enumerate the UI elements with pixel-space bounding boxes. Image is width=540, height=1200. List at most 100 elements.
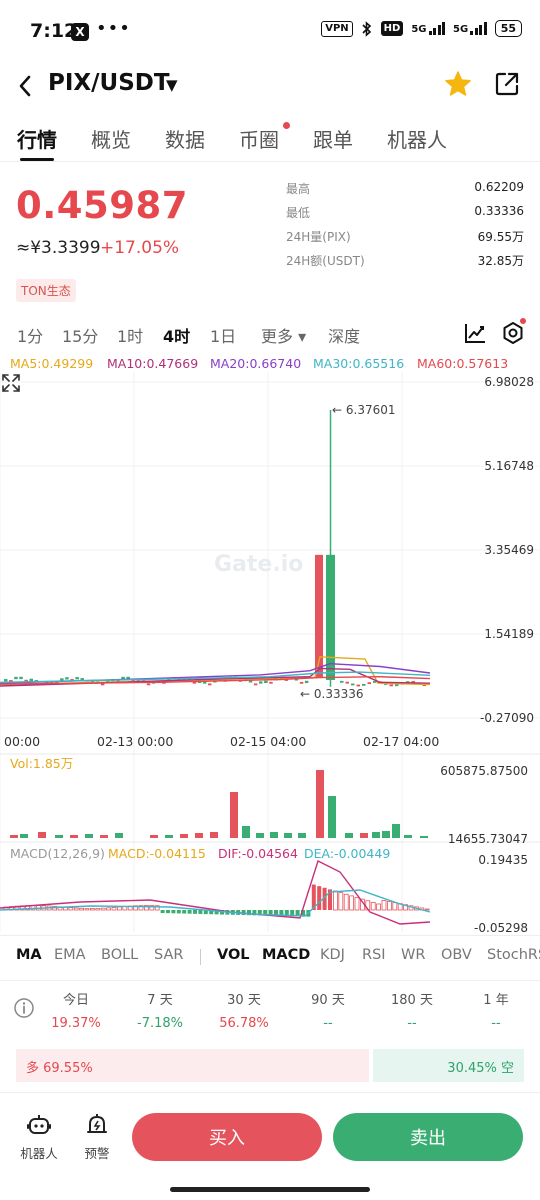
- indicator-boll[interactable]: BOLL: [101, 947, 139, 963]
- favorite-star-icon[interactable]: [444, 70, 472, 98]
- macd-histogram-bar: [198, 910, 203, 914]
- stat-value: 0.62209: [474, 180, 524, 194]
- price-chart[interactable]: 6.98028 5.16748 3.35469 1.54189 -0.27090 00:0…: [0, 372, 540, 932]
- indicator-ma[interactable]: MA: [16, 947, 42, 963]
- indicator-sar[interactable]: SAR: [154, 947, 184, 963]
- timeframe-4h[interactable]: 4时: [163, 327, 191, 346]
- alert-button[interactable]: 预警: [72, 1113, 122, 1162]
- more-notifications-icon: •••: [96, 18, 131, 39]
- indicator-chart-icon[interactable]: [462, 320, 488, 346]
- buy-button[interactable]: 买入: [132, 1113, 322, 1161]
- candle: [121, 676, 125, 680]
- depth-tab[interactable]: 深度: [328, 327, 361, 346]
- candle: [411, 681, 415, 683]
- macd-tick-label: 0.19435: [478, 853, 528, 867]
- stat-label: 最高: [286, 182, 311, 196]
- indicator-macd[interactable]: MACD: [262, 947, 311, 963]
- stat-value: 69.55万: [477, 230, 524, 244]
- robot-button[interactable]: 机器人: [14, 1113, 64, 1162]
- bottom-action-bar: 机器人 预警 买入 卖出: [0, 1092, 540, 1200]
- volume-bar: [328, 796, 336, 838]
- timeframe-1m[interactable]: 1分: [17, 327, 44, 346]
- hd-voice-icon: HD: [380, 21, 404, 36]
- info-icon[interactable]: [13, 997, 35, 1019]
- timeframe-bar: 1分 15分 1时 4时 1日 更多 ▾ 深度: [0, 318, 540, 350]
- volume-bar: [70, 835, 78, 838]
- indicator-vol[interactable]: VOL: [217, 947, 250, 963]
- candle: [367, 682, 371, 685]
- volume-bar: [180, 834, 188, 838]
- macd-histogram-bar: [68, 907, 74, 911]
- short-ratio-label: 30.45% 空: [447, 1061, 514, 1076]
- tab-market[interactable]: 行情: [17, 128, 57, 152]
- tab-robot[interactable]: 机器人: [387, 128, 447, 152]
- tab-community[interactable]: 币圈: [239, 128, 279, 152]
- macd-histogram-bar: [166, 910, 170, 914]
- candle: [351, 683, 355, 686]
- timeframe-1d[interactable]: 1日: [210, 327, 237, 346]
- indicator-ema[interactable]: EMA: [54, 947, 86, 963]
- long-short-ratio-bar: 多 69.55% 30.45% 空: [16, 1049, 524, 1082]
- macd-histogram-bar: [138, 905, 144, 911]
- tab-copy-trade[interactable]: 跟单: [313, 128, 353, 152]
- macd-legend-label: DEA:-0.00449: [304, 846, 390, 861]
- alert-bell-icon: [87, 1114, 107, 1133]
- timeframe-15m[interactable]: 15分: [62, 327, 99, 346]
- indicator-wr[interactable]: WR: [401, 947, 426, 963]
- volume-bar: [230, 792, 238, 838]
- date-tick-label: 02-13 00:00: [97, 734, 173, 749]
- volume-bar: [195, 833, 203, 838]
- tab-data[interactable]: 数据: [165, 128, 205, 152]
- volume-bar: [256, 833, 264, 838]
- ma60-label: MA60:0.57613: [417, 356, 509, 371]
- date-tick-label: 02-17 04:00: [363, 734, 439, 749]
- min-price-annotation: ← 0.33336: [300, 687, 364, 701]
- indicator-bar: MA EMA BOLL SAR VOL MACD KDJ RSI WR OBV …: [0, 935, 540, 973]
- sell-button[interactable]: 卖出: [333, 1113, 523, 1161]
- macd-histogram-bar: [209, 910, 214, 915]
- macd-histogram-bar: [268, 910, 273, 916]
- chart-canvas[interactable]: 6.98028 5.16748 3.35469 1.54189 -0.27090 00:0…: [0, 372, 540, 932]
- candle: [315, 554, 323, 678]
- back-arrow-icon[interactable]: [14, 72, 40, 100]
- stat-row: 24H量(PIX) 69.55万: [286, 226, 524, 250]
- candle: [14, 676, 18, 680]
- ecosystem-tag[interactable]: TON生态: [16, 279, 76, 302]
- status-time: 7:12: [30, 20, 78, 42]
- chart-settings-icon[interactable]: [500, 320, 526, 346]
- timeframe-1h[interactable]: 1时: [117, 327, 144, 346]
- price-tick-label: 3.35469: [484, 543, 534, 557]
- candle: [362, 683, 366, 686]
- timeframe-more[interactable]: 更多 ▾: [261, 327, 307, 346]
- price-change: +17.05%: [100, 238, 180, 258]
- share-icon[interactable]: [493, 70, 521, 98]
- macd-histogram-bar: [257, 910, 262, 916]
- indicator-obv[interactable]: OBV: [441, 947, 472, 963]
- indicator-rsi[interactable]: RSI: [362, 947, 386, 963]
- tab-overview[interactable]: 概览: [91, 128, 131, 152]
- macd-histogram-bar: [252, 910, 257, 916]
- alert-label: 预警: [84, 1146, 110, 1161]
- macd-histogram-bar: [106, 907, 111, 911]
- perf-today: 今日 19.37%: [51, 993, 101, 1031]
- perf-1y: 1 年 --: [483, 993, 509, 1031]
- pair-title[interactable]: PIX/USDT: [48, 70, 170, 96]
- macd-histogram-bar: [317, 886, 322, 910]
- volume-bar: [345, 833, 353, 838]
- volume-bar: [420, 836, 428, 838]
- macd-legend-label: MACD:-0.04115: [108, 846, 206, 861]
- indicator-kdj[interactable]: KDJ: [320, 947, 345, 963]
- volume-bar: [115, 833, 123, 838]
- pair-dropdown-icon[interactable]: ▼: [166, 76, 178, 94]
- vpn-icon: VPN: [321, 20, 353, 37]
- perf-180d: 180 天 --: [391, 993, 433, 1031]
- volume-bar: [284, 833, 292, 838]
- battery-icon: 55: [494, 20, 522, 37]
- macd-histogram-bar: [424, 908, 430, 911]
- volume-bar: [210, 832, 218, 838]
- perf-90d: 90 天 --: [311, 993, 345, 1031]
- active-tab-indicator: [20, 158, 54, 161]
- indicator-stochrsi[interactable]: StochRS: [487, 947, 540, 963]
- fullscreen-icon[interactable]: [0, 372, 22, 394]
- perf-7d: 7 天 -7.18%: [137, 993, 183, 1031]
